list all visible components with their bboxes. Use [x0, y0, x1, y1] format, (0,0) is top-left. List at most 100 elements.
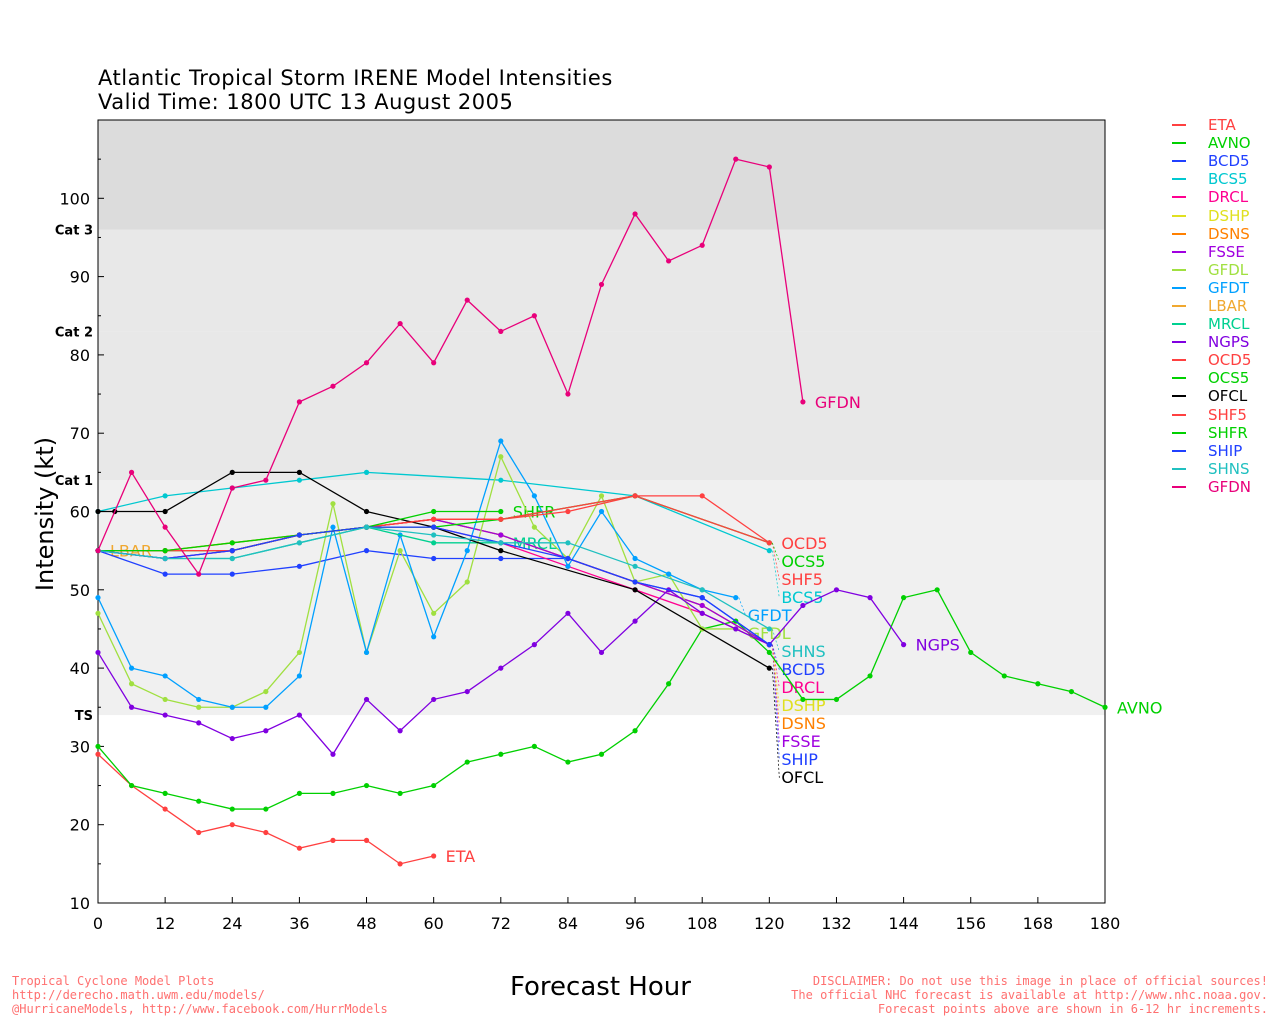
- data-point: [363, 649, 370, 656]
- data-point: [833, 587, 840, 593]
- data-point: [162, 806, 168, 812]
- data-point: [498, 665, 504, 671]
- data-point: [464, 759, 470, 765]
- data-point: [196, 798, 202, 804]
- data-point: [632, 587, 638, 593]
- y-tick-label: 20: [70, 816, 90, 835]
- data-point: [296, 673, 302, 679]
- series-end-label: NGPS: [916, 636, 960, 655]
- legend-swatch: [1172, 124, 1186, 127]
- legend-item: SHFR: [1172, 424, 1251, 442]
- data-point: [565, 508, 571, 515]
- data-point: [733, 626, 739, 632]
- chart-title: Atlantic Tropical Storm IRENE Model Inte…: [98, 66, 613, 90]
- data-point: [766, 642, 772, 648]
- legend-label: BCS5: [1208, 170, 1248, 189]
- data-point: [363, 508, 370, 515]
- data-point: [632, 579, 638, 585]
- legend-item: OFCL: [1172, 387, 1251, 405]
- data-point: [565, 540, 571, 546]
- data-point: [565, 555, 571, 562]
- legend-swatch: [1172, 268, 1186, 271]
- legend-label: SHF5: [1208, 405, 1247, 424]
- data-point: [632, 563, 638, 569]
- data-point: [296, 563, 302, 569]
- data-point: [95, 508, 101, 515]
- data-point: [431, 540, 437, 546]
- data-point: [598, 751, 605, 757]
- data-point: [196, 704, 202, 710]
- y-tick-label: 40: [70, 659, 90, 678]
- data-point: [766, 540, 772, 546]
- data-point: [162, 571, 168, 577]
- data-point: [632, 728, 638, 734]
- legend-swatch: [1172, 377, 1186, 380]
- data-point: [263, 704, 269, 710]
- x-tick-label: 168: [1023, 914, 1054, 933]
- legend-item: SHF5: [1172, 406, 1251, 424]
- data-point: [229, 822, 235, 828]
- data-point: [598, 649, 605, 656]
- data-point: [565, 759, 571, 765]
- data-point: [128, 782, 135, 789]
- legend-item: DSHP: [1172, 206, 1251, 225]
- data-point: [632, 618, 638, 624]
- data-point: [263, 829, 269, 836]
- disclaimer-line: Forecast points above are shown in 6-12 …: [877, 1002, 1268, 1016]
- series-end-label: ETA: [446, 847, 476, 866]
- legend: ETA AVNO BCD5 BCS5 DRCL DSHP DSNS FSSE GFDL GFDT L…: [1172, 116, 1251, 496]
- data-point: [296, 540, 302, 546]
- legend-label: SHNS: [1208, 459, 1250, 478]
- x-tick-label: 108: [687, 914, 718, 933]
- data-point: [800, 399, 806, 405]
- data-point: [296, 532, 302, 538]
- data-point: [162, 712, 168, 718]
- data-point: [1068, 688, 1075, 695]
- data-point: [1001, 673, 1007, 679]
- category-band: [98, 229, 1105, 332]
- legend-label: FSSE: [1208, 242, 1245, 261]
- data-point: [464, 579, 470, 585]
- legend-swatch: [1172, 467, 1186, 470]
- legend-swatch: [1172, 286, 1186, 289]
- data-point: [296, 469, 302, 475]
- legend-label: OFCL: [1208, 387, 1248, 406]
- data-point: [397, 320, 403, 327]
- legend-swatch: [1172, 413, 1186, 416]
- series-line: [97, 471, 770, 552]
- x-tick-label: 180: [1090, 914, 1121, 933]
- data-point: [498, 328, 504, 335]
- legend-label: OCS5: [1208, 369, 1250, 388]
- data-point: [431, 634, 437, 640]
- data-point: [766, 548, 772, 554]
- data-point: [330, 837, 336, 843]
- legend-item: GFDN: [1172, 478, 1251, 496]
- legend-swatch: [1172, 160, 1186, 163]
- data-point: [565, 391, 571, 397]
- legend-item: LBAR: [1172, 297, 1251, 315]
- x-tick-label: 24: [222, 914, 242, 933]
- data-point: [968, 649, 974, 656]
- data-point: [498, 555, 504, 562]
- data-point: [95, 743, 101, 750]
- data-point: [498, 477, 504, 483]
- data-point: [95, 751, 101, 757]
- data-point: [431, 508, 437, 515]
- footer-left-line: Tropical Cyclone Model Plots: [12, 974, 215, 988]
- data-point: [330, 790, 336, 796]
- data-point: [666, 571, 672, 577]
- data-point: [229, 540, 235, 546]
- data-point: [598, 281, 605, 288]
- data-point: [733, 156, 739, 162]
- legend-item: BCD5: [1172, 152, 1251, 170]
- data-point: [766, 649, 772, 656]
- series-end-label: SHF5: [781, 570, 823, 589]
- legend-label: GFDT: [1208, 278, 1249, 297]
- x-tick-label: 0: [93, 914, 103, 933]
- y-tick-label: 60: [70, 503, 90, 522]
- x-tick-label: 120: [754, 914, 785, 933]
- data-point: [363, 469, 370, 475]
- data-point: [464, 688, 470, 695]
- data-point: [699, 493, 705, 499]
